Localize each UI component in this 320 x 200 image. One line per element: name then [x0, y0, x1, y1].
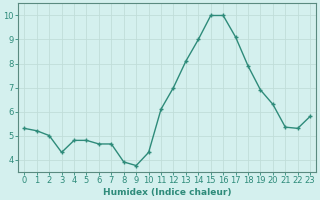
X-axis label: Humidex (Indice chaleur): Humidex (Indice chaleur) — [103, 188, 231, 197]
